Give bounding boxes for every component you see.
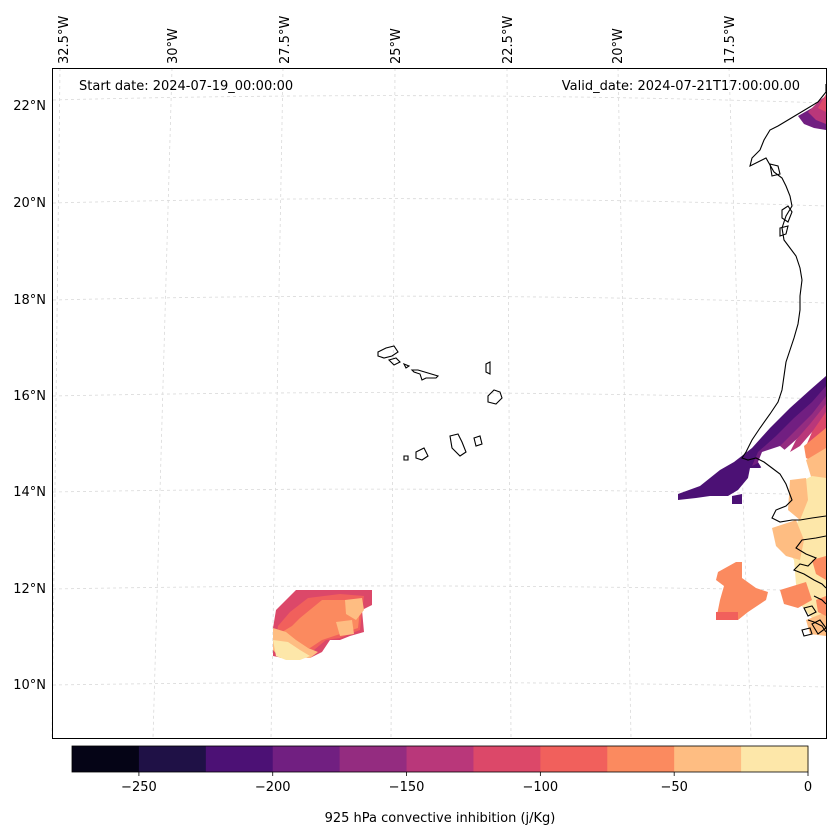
- coastal-islet-a: [781, 205, 793, 223]
- colorbar-swatch: [473, 746, 541, 772]
- island-santo-antao: [377, 345, 399, 359]
- colorbar-frame: [71, 745, 809, 773]
- lon-label-30w: 30°W: [166, 28, 181, 64]
- lon-label-32-5w: 32.5°W: [57, 16, 72, 64]
- cin-coast-band-light: [806, 448, 826, 480]
- lat-grid-16n: [52, 392, 827, 400]
- island-brava: [403, 455, 409, 461]
- cin-coast-inland-lightest: [786, 476, 826, 622]
- lat-label-16n: 16°N: [13, 389, 46, 404]
- graticule: [51, 67, 827, 739]
- lat-grid-10n: [52, 682, 827, 688]
- colorbar-swatch: [272, 746, 341, 772]
- lat-label-20n: 20°N: [13, 196, 46, 211]
- lat-tick-labels: 22°N 20°N 18°N 16°N 14°N 12°N 10°N: [13, 99, 46, 693]
- cin-coast-inland-orange-a: [788, 478, 808, 520]
- colorbar-swatch: [72, 746, 140, 772]
- colorbar-tick-label: −150: [389, 780, 425, 795]
- colorbar-swatch: [607, 746, 675, 772]
- lon-label-27-5w: 27.5°W: [278, 16, 293, 64]
- colorbar-swatch: [339, 746, 408, 772]
- lon-label-20w: 20°W: [611, 28, 626, 64]
- cin-east-patch-edge: [716, 612, 738, 620]
- colorbar-tick-label: −250: [121, 780, 157, 795]
- lon-label-25w: 25°W: [389, 28, 404, 64]
- island-sao-vicente: [387, 357, 401, 366]
- lon-label-17-5w: 17.5°W: [723, 16, 738, 64]
- lon-grid-27-5w: [270, 67, 284, 739]
- lat-label-22n: 22°N: [13, 99, 46, 114]
- cin-coast-hole: [758, 446, 798, 478]
- lat-label-18n: 18°N: [13, 293, 46, 308]
- island-santa-luzia: [402, 362, 411, 369]
- lat-grid-18n: [52, 295, 827, 304]
- island-boa-vista: [487, 389, 503, 405]
- cin-coast-band-magenta: [772, 396, 826, 458]
- colorbar-ticks: −250 −200 −150 −100 −50 0: [121, 772, 812, 795]
- colorbar-swatches: [72, 746, 809, 772]
- cin-coast-inland-orange-b: [772, 520, 804, 560]
- lat-label-14n: 14°N: [13, 485, 46, 500]
- axes-frame: [52, 68, 827, 739]
- cin-sw-patch-lightest: [273, 640, 310, 660]
- cin-coast-inland-orange-c: [780, 582, 812, 608]
- coastlines: [377, 84, 827, 637]
- colorbar-swatch: [205, 746, 274, 772]
- cin-field: [273, 94, 826, 660]
- colorbar-swatch: [741, 746, 809, 772]
- coastal-islet-c: [769, 163, 781, 177]
- cin-ne-patch-red: [818, 94, 826, 112]
- island-santiago: [449, 433, 467, 457]
- lat-grid-20n: [52, 198, 827, 207]
- cin-coast-band-pink: [790, 404, 826, 452]
- lat-grid-12n: [52, 585, 827, 592]
- lat-label-10n: 10°N: [13, 678, 46, 693]
- colorbar-tick-label: −200: [255, 780, 291, 795]
- colorbar-label: 925 hPa convective inhibition (j/Kg): [325, 811, 556, 826]
- colorbar-swatch: [138, 746, 207, 772]
- cin-sw-patch-orange: [282, 600, 360, 650]
- cin-coast-inland-orange-d: [812, 556, 826, 580]
- colorbar: −250 −200 −150 −100 −50 0 925 hPa convective …: [71, 745, 812, 826]
- island-maio: [473, 435, 483, 447]
- colorbar-tick-label: 0: [804, 780, 812, 795]
- cin-sw-patch-light-mid: [336, 620, 354, 636]
- cin-coast-band-purple: [752, 386, 826, 466]
- island-sal: [485, 361, 491, 375]
- island-sao-nicolau: [410, 369, 440, 381]
- colorbar-tick-label: −50: [660, 780, 687, 795]
- lon-grid-17-5w: [728, 67, 752, 739]
- cin-coast-band-red: [806, 412, 826, 446]
- coastal-islet-f: [801, 627, 813, 637]
- lon-grid-30w: [152, 67, 173, 739]
- cin-east-patch: [716, 562, 768, 620]
- cin-small-blob: [732, 494, 742, 504]
- lon-grid-25w: [390, 67, 396, 739]
- colorbar-swatch: [406, 746, 475, 772]
- start-date-label: Start date: 2024-07-19_00:00:00: [79, 79, 293, 94]
- cin-sw-patch-light-ne: [345, 598, 364, 620]
- lat-label-12n: 12°N: [13, 582, 46, 597]
- africa-coastline: [741, 84, 827, 633]
- island-fogo: [415, 447, 429, 461]
- coastal-islet-b: [779, 225, 789, 237]
- lon-grid-32-5w: [51, 67, 61, 739]
- colorbar-swatch: [540, 746, 608, 772]
- colorbar-tick-label: −100: [523, 780, 559, 795]
- coastal-islet-d: [803, 605, 817, 617]
- lat-grid-22n: [52, 95, 827, 104]
- lon-grid-22-5w: [506, 67, 512, 739]
- lon-tick-labels: 32.5°W 30°W 27.5°W 25°W 22.5°W 20°W 17.5…: [57, 16, 738, 64]
- lon-grid-20w: [617, 67, 632, 739]
- lon-label-22-5w: 22.5°W: [501, 16, 516, 64]
- valid-date-label: Valid_date: 2024-07-21T17:00:00.00: [562, 79, 800, 94]
- colorbar-swatch: [674, 746, 742, 772]
